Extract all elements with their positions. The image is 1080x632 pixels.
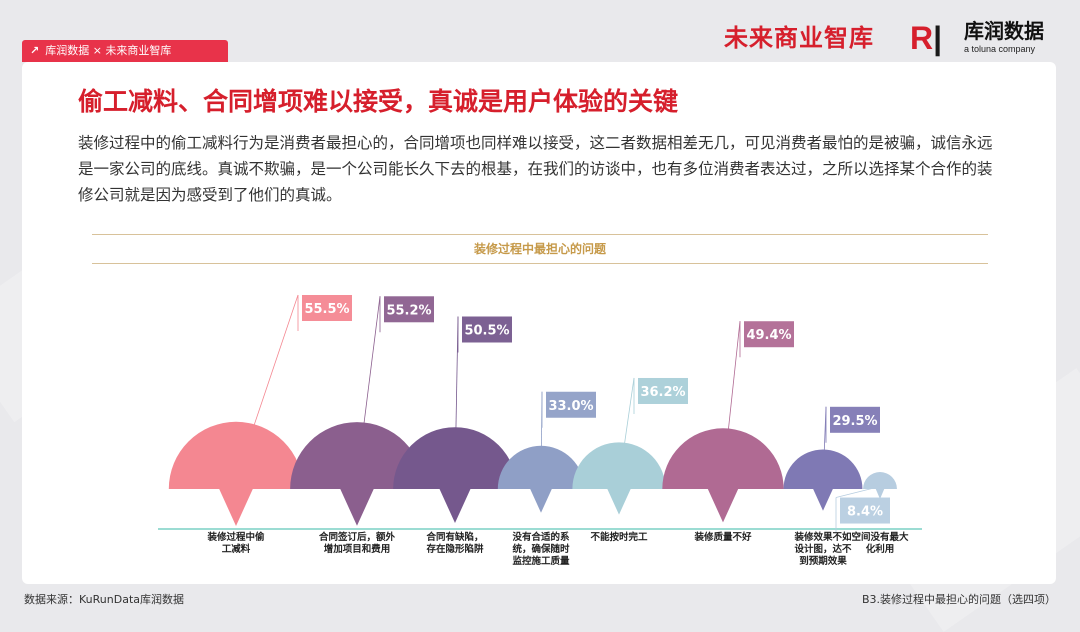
data-label: 33.0% [546, 391, 596, 418]
page-title: 偷工减料、合同增项难以接受，真诚是用户体验的关键 [78, 87, 679, 116]
data-label: 55.2% [384, 296, 434, 323]
data-label-text: 8.4% [847, 505, 883, 520]
bar-mark [168, 421, 304, 526]
kurun-r-logo-icon: R| [910, 20, 943, 56]
page-paragraph: 装修过程中的偷工减料行为是消费者最担心的，合同增项也同样难以接受，这二者数据相差… [78, 134, 993, 204]
data-label: 55.5% [302, 295, 352, 321]
bar-mark [572, 442, 666, 515]
category-label-line: 装修效果不如 [793, 531, 851, 543]
category-label-line: 增加项目和费用 [324, 543, 391, 555]
bar-mark [497, 445, 585, 513]
category-label-line: 合同签订后，额外 [319, 531, 396, 543]
data-label: 36.2% [638, 377, 688, 404]
category-label: 合同有缺陷，存在隐形陷阱 [425, 531, 484, 555]
data-label-text: 33.0% [548, 399, 593, 414]
category-label-line: 装修过程中偷 [206, 531, 265, 543]
data-label-bg [638, 377, 688, 404]
category-label: 装修过程中偷工减料 [206, 531, 265, 555]
data-label-bg [744, 321, 794, 348]
category-label-line: 合同有缺陷， [426, 531, 483, 543]
category-label-line: 监控施工质量 [512, 555, 570, 567]
data-label-bg [830, 406, 880, 433]
data-label-text: 50.5% [464, 324, 509, 339]
category-label-line: 不能按时完工 [590, 531, 648, 543]
data-label: 50.5% [462, 316, 512, 343]
data-label-bg [840, 497, 890, 524]
data-label-bg [462, 316, 512, 343]
category-label-line: 统，确保随时 [512, 543, 570, 555]
category-label-line: 存在隐形陷阱 [425, 543, 484, 555]
category-label-line: 空间没有最大 [851, 531, 909, 543]
category-label: 没有合适的系统，确保随时监控施工质量 [512, 531, 570, 567]
data-label-text: 49.4% [746, 328, 791, 343]
bar-mark [783, 449, 863, 511]
category-label-line: 到预期效果 [799, 555, 847, 567]
bar-mark [662, 428, 784, 523]
category-label: 装修效果不如设计图，达不到预期效果 [793, 531, 852, 567]
brand-logo-kurun: R| 库润数据 a toluna company [910, 18, 1070, 58]
category-label-line: 设计图，达不 [794, 543, 852, 555]
chart: 55.5% 55.2% 50.5% 33.0% 36.2% 49.4% 29.5% 8.4% 装… [158, 294, 922, 567]
bar-mark [863, 472, 897, 499]
category-label-line: 装修质量不好 [693, 531, 752, 543]
data-label-text: 29.5% [832, 414, 877, 429]
data-label-bg [302, 295, 352, 321]
source-tag: ↗ 库润数据 × 未来商业智库 [22, 40, 228, 62]
category-label: 合同签订后，额外增加项目和费用 [319, 531, 396, 555]
data-label-text: 55.5% [304, 302, 349, 317]
category-label-line: 化利用 [866, 543, 895, 555]
category-label: 空间没有最大化利用 [851, 531, 909, 555]
bar-mark [393, 427, 517, 524]
data-source-note: 数据来源：KuRunData库润数据 [24, 593, 184, 606]
source-tag-label: 库润数据 × 未来商业智库 [45, 44, 172, 57]
category-label: 装修质量不好 [693, 531, 752, 543]
kurun-brand-name: 库润数据 [964, 19, 1044, 43]
arrow-up-right-icon: ↗ [30, 44, 40, 57]
data-label: 8.4% [840, 497, 890, 524]
kurun-brand-tagline: a toluna company [964, 44, 1036, 54]
category-label-line: 没有合适的系 [512, 531, 570, 543]
chart-title: 装修过程中最担心的问题 [92, 234, 988, 264]
data-label-text: 55.2% [386, 303, 431, 318]
bar-mark [290, 422, 424, 526]
data-label: 29.5% [830, 406, 880, 433]
data-label-bg [546, 391, 596, 418]
data-label-bg [384, 296, 434, 323]
brand-logo-future-business: 未来商业智库 [724, 24, 874, 52]
data-label: 49.4% [744, 321, 794, 348]
data-label-text: 36.2% [640, 385, 685, 400]
question-note: B3.装修过程中最担心的问题（选四项） [861, 593, 1056, 606]
category-label: 不能按时完工 [590, 531, 648, 543]
category-label-line: 工减料 [222, 543, 251, 555]
